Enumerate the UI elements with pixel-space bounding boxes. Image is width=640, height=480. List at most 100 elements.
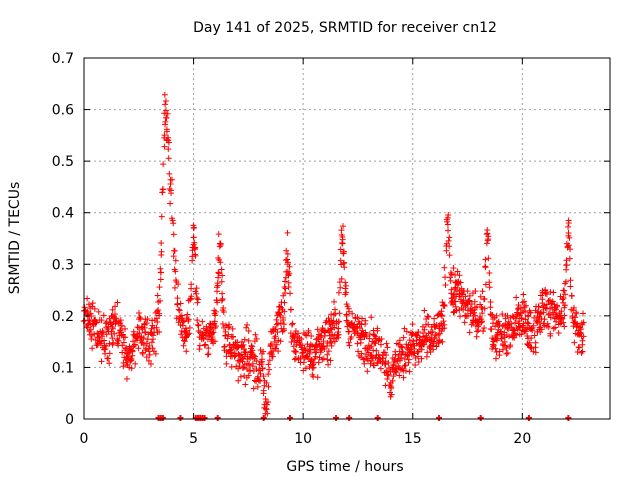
y-tick-label: 0.1 bbox=[52, 360, 74, 376]
data-point bbox=[283, 247, 290, 254]
data-point bbox=[149, 345, 156, 352]
data-point bbox=[384, 344, 391, 351]
data-point bbox=[100, 329, 107, 336]
data-point bbox=[448, 271, 455, 278]
data-point bbox=[414, 332, 421, 339]
data-point bbox=[84, 324, 91, 331]
data-point bbox=[445, 227, 452, 234]
data-point bbox=[567, 246, 574, 253]
data-point bbox=[221, 343, 228, 350]
data-point bbox=[193, 295, 200, 302]
data-point bbox=[411, 346, 418, 353]
data-point bbox=[264, 410, 271, 417]
data-point bbox=[565, 220, 572, 227]
data-point bbox=[217, 259, 224, 266]
data-point bbox=[205, 345, 212, 352]
data-point bbox=[199, 318, 206, 325]
data-point bbox=[446, 243, 453, 250]
data-point bbox=[428, 334, 435, 341]
data-point bbox=[217, 242, 224, 249]
data-point bbox=[109, 324, 116, 331]
data-point bbox=[480, 328, 487, 335]
data-point bbox=[148, 339, 155, 346]
data-point bbox=[317, 346, 324, 353]
data-point bbox=[164, 110, 171, 117]
data-point bbox=[453, 288, 460, 295]
data-point bbox=[152, 350, 159, 357]
data-point bbox=[483, 240, 490, 247]
data-point bbox=[300, 359, 307, 366]
data-point bbox=[444, 218, 451, 225]
data-point bbox=[166, 170, 173, 177]
zero-point bbox=[260, 415, 267, 421]
data-point bbox=[579, 337, 586, 344]
data-point bbox=[169, 217, 176, 224]
data-point bbox=[81, 304, 88, 311]
data-point bbox=[522, 316, 529, 323]
data-point bbox=[488, 326, 495, 333]
data-point bbox=[544, 320, 551, 327]
data-point bbox=[561, 323, 568, 330]
data-point bbox=[170, 231, 177, 238]
x-tick-label: 5 bbox=[189, 431, 198, 447]
data-point bbox=[171, 247, 178, 254]
data-point bbox=[512, 319, 519, 326]
zero-point bbox=[177, 415, 184, 421]
data-point bbox=[392, 351, 399, 358]
zero-point bbox=[374, 415, 381, 421]
zero-point bbox=[525, 415, 532, 421]
data-point bbox=[110, 339, 117, 346]
data-point bbox=[396, 372, 403, 379]
data-point bbox=[93, 319, 100, 326]
data-point bbox=[289, 321, 296, 328]
data-point bbox=[209, 334, 216, 341]
data-point bbox=[492, 355, 499, 362]
data-point bbox=[475, 327, 482, 334]
data-point bbox=[186, 324, 193, 331]
data-point bbox=[111, 311, 118, 318]
y-tick-label: 0.6 bbox=[52, 103, 74, 119]
data-point bbox=[310, 373, 317, 380]
x-axis-ticks: 0 5 10 15 20 bbox=[80, 58, 531, 447]
data-point bbox=[143, 320, 150, 327]
data-point bbox=[194, 317, 201, 324]
data-point bbox=[165, 155, 172, 162]
data-point bbox=[99, 328, 106, 335]
data-point bbox=[262, 405, 269, 412]
data-point bbox=[565, 223, 572, 230]
data-point bbox=[402, 367, 409, 374]
data-point bbox=[181, 337, 188, 344]
data-point bbox=[578, 326, 585, 333]
data-point bbox=[178, 331, 185, 338]
data-point bbox=[388, 385, 395, 392]
y-tick-label: 0.4 bbox=[52, 206, 74, 222]
data-point bbox=[314, 326, 321, 333]
data-point bbox=[557, 320, 564, 327]
data-point bbox=[427, 337, 434, 344]
data-point bbox=[219, 296, 226, 303]
data-point bbox=[577, 329, 584, 336]
data-point bbox=[192, 244, 199, 251]
data-point bbox=[492, 323, 499, 330]
data-point bbox=[136, 314, 143, 321]
data-point bbox=[368, 357, 375, 364]
data-point bbox=[438, 308, 445, 315]
data-point bbox=[398, 354, 405, 361]
data-point bbox=[275, 348, 282, 355]
data-point bbox=[260, 348, 267, 355]
data-point bbox=[230, 333, 237, 340]
data-point bbox=[452, 298, 459, 305]
data-point bbox=[308, 332, 315, 339]
zero-point bbox=[333, 415, 340, 421]
data-point bbox=[439, 338, 446, 345]
y-tick-label: 0 bbox=[65, 412, 74, 428]
data-point bbox=[547, 332, 554, 339]
data-point bbox=[263, 401, 270, 408]
data-point bbox=[229, 325, 236, 332]
data-point bbox=[514, 306, 521, 313]
plot-frame bbox=[83, 57, 611, 420]
data-point bbox=[114, 299, 121, 306]
data-point bbox=[188, 293, 195, 300]
data-point bbox=[222, 332, 229, 339]
